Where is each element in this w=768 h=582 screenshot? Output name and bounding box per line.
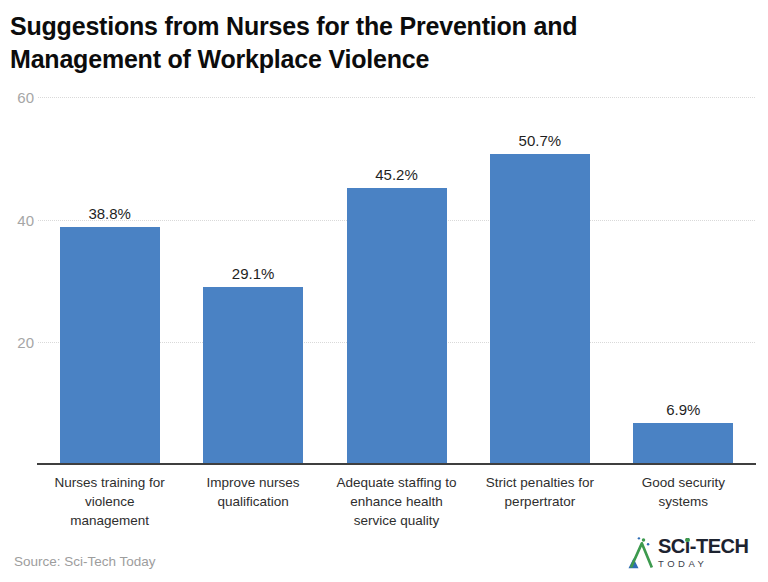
bar-value-label: 45.2%: [357, 166, 437, 183]
brand-part-i: i: [685, 536, 690, 556]
y-tick-label: 40: [2, 212, 34, 229]
category-label: Strict penalties for perpertrator: [480, 473, 600, 511]
bar-value-label: 38.8%: [70, 205, 150, 222]
gridline-y-60: [38, 97, 755, 98]
bar: [633, 423, 733, 465]
chart-page: Suggestions from Nurses for the Preventi…: [0, 0, 768, 582]
brand-subtitle: TODAY: [658, 558, 748, 569]
bar-chart-plot-area: 20 40 60 38.8% Nurses training for violence …: [0, 0, 768, 582]
mountain-logo-icon: [626, 534, 656, 571]
brand-text: SCi-TECH TODAY: [658, 536, 748, 569]
category-label: Adequate staffing to enhance health serv…: [337, 473, 457, 530]
bar-value-label: 6.9%: [643, 401, 723, 418]
bar: [60, 227, 160, 465]
scitech-logo: SCi-TECH TODAY: [626, 534, 748, 571]
bar: [203, 287, 303, 465]
source-note: Source: Sci-Tech Today: [14, 554, 156, 569]
brand-part-tech: -TECH: [690, 535, 749, 557]
category-label: Improve nurses qualification: [193, 473, 313, 511]
brand-name: SCi-TECH: [658, 536, 748, 556]
category-label: Good security systems: [623, 473, 743, 511]
y-tick-label: 20: [2, 334, 34, 351]
y-tick-label: 60: [2, 89, 34, 106]
bar: [347, 188, 447, 465]
x-axis-line: [37, 463, 756, 465]
bar: [490, 154, 590, 465]
bar-value-label: 50.7%: [500, 132, 580, 149]
category-label: Nurses training for violence management: [50, 473, 170, 530]
brand-part-sc: SC: [658, 535, 685, 557]
bar-value-label: 29.1%: [213, 265, 293, 282]
